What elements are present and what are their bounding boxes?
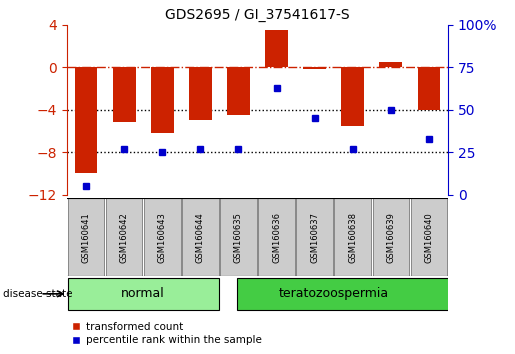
Bar [341,67,364,126]
Bar [144,198,181,276]
Bar [106,198,143,276]
Bar [151,67,174,133]
Text: normal: normal [122,287,165,300]
Bar [334,198,371,276]
Bar [182,198,219,276]
Text: GSM160638: GSM160638 [348,212,357,263]
Bar [258,198,295,276]
Bar [220,198,257,276]
Bar [372,198,409,276]
Text: GSM160636: GSM160636 [272,212,281,263]
Bar [113,67,135,122]
Text: GSM160642: GSM160642 [119,212,129,263]
Bar [67,278,219,310]
Text: GSM160644: GSM160644 [196,212,205,263]
Bar [296,198,333,276]
Text: GSM160640: GSM160640 [424,212,434,263]
Text: teratozoospermia: teratozoospermia [279,287,389,300]
Bar [265,30,288,67]
Bar [410,198,448,276]
Text: disease state: disease state [3,289,72,299]
Bar [67,198,105,276]
Text: GSM160639: GSM160639 [386,212,396,263]
Text: GSM160643: GSM160643 [158,212,167,263]
Text: GSM160641: GSM160641 [81,212,91,263]
Bar [227,67,250,115]
Title: GDS2695 / GI_37541617-S: GDS2695 / GI_37541617-S [165,8,350,22]
Bar [189,67,212,120]
Bar [303,67,326,69]
Bar [237,278,449,310]
Bar [380,62,402,67]
Text: GSM160637: GSM160637 [310,212,319,263]
Text: GSM160635: GSM160635 [234,212,243,263]
Legend: transformed count, percentile rank within the sample: transformed count, percentile rank withi… [72,322,262,345]
Bar [75,67,97,173]
Bar [418,67,440,110]
